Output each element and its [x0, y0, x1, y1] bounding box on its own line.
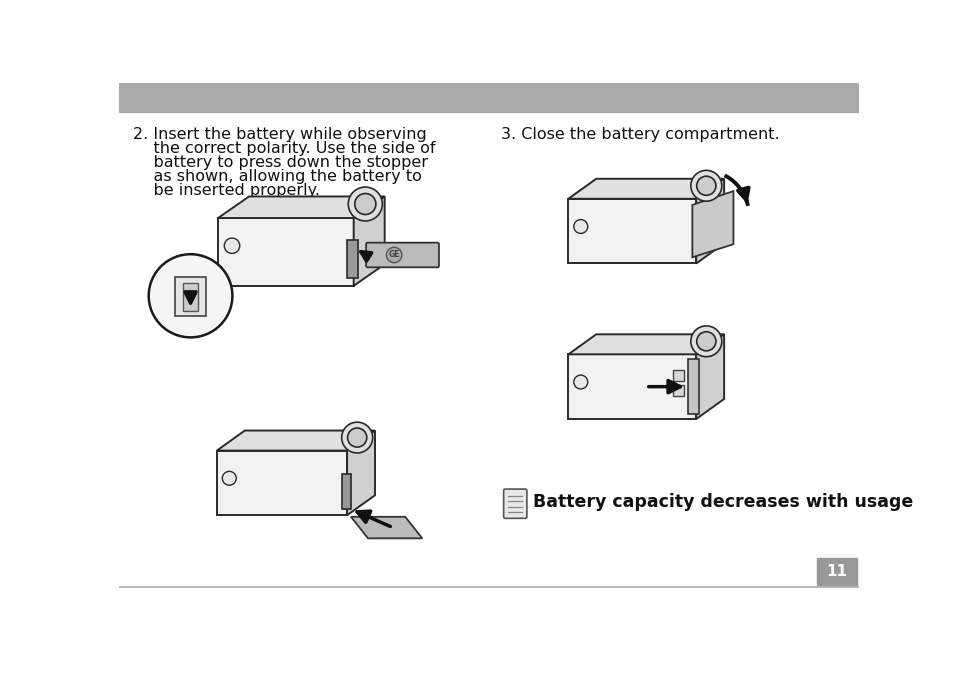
Bar [672, 385, 683, 396]
Circle shape [341, 422, 373, 453]
Circle shape [149, 254, 233, 337]
Bar [688, 359, 699, 414]
Circle shape [573, 219, 587, 233]
FancyBboxPatch shape [503, 489, 526, 518]
FancyBboxPatch shape [366, 243, 438, 267]
Polygon shape [216, 450, 347, 515]
Polygon shape [216, 430, 375, 450]
Circle shape [696, 176, 715, 195]
Polygon shape [696, 335, 723, 419]
Bar [341, 475, 351, 509]
Bar [672, 370, 683, 380]
Circle shape [355, 194, 375, 214]
Polygon shape [354, 196, 384, 286]
Polygon shape [692, 191, 733, 257]
Circle shape [224, 238, 239, 253]
Polygon shape [568, 198, 696, 264]
Polygon shape [568, 355, 696, 419]
Text: battery to press down the stopper: battery to press down the stopper [133, 155, 428, 170]
Bar [174, 278, 206, 316]
Circle shape [222, 471, 236, 485]
Circle shape [573, 375, 587, 389]
Text: 11: 11 [825, 564, 846, 579]
Polygon shape [218, 196, 384, 218]
Polygon shape [351, 517, 422, 539]
Bar [347, 239, 358, 278]
Text: be inserted properly.: be inserted properly. [133, 183, 320, 198]
Text: the correct polarity. Use the side of: the correct polarity. Use the side of [133, 141, 436, 156]
Text: 3. Close the battery compartment.: 3. Close the battery compartment. [500, 127, 779, 142]
Text: GE: GE [388, 251, 399, 260]
Circle shape [386, 247, 401, 263]
Polygon shape [696, 179, 723, 264]
Bar [183, 283, 198, 311]
Polygon shape [568, 179, 723, 198]
Bar [119, 83, 858, 112]
Polygon shape [347, 430, 375, 515]
Circle shape [696, 332, 715, 351]
Text: 2. Insert the battery while observing: 2. Insert the battery while observing [133, 127, 427, 142]
Circle shape [348, 187, 382, 221]
Text: Battery capacity decreases with usage: Battery capacity decreases with usage [533, 493, 912, 511]
Text: as shown, allowing the battery to: as shown, allowing the battery to [133, 169, 421, 184]
Circle shape [347, 428, 366, 447]
Polygon shape [568, 335, 723, 355]
Circle shape [690, 326, 721, 357]
Polygon shape [218, 218, 354, 286]
Circle shape [690, 170, 721, 201]
Bar [816, 557, 856, 585]
